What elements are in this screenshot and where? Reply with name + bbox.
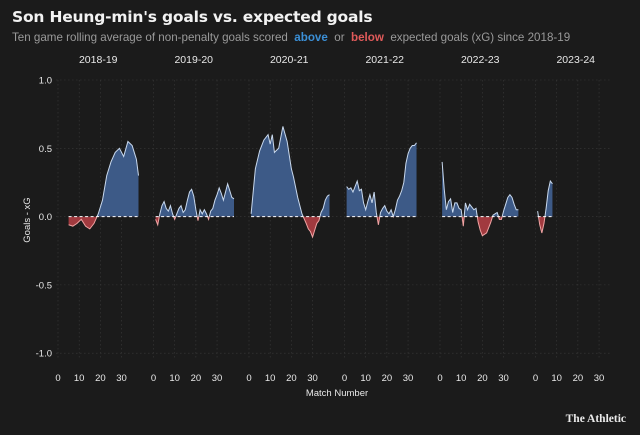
series-line-above	[158, 181, 235, 217]
area-below	[538, 216, 545, 233]
series-line-below	[68, 216, 98, 230]
area-above	[442, 161, 519, 217]
area-above	[155, 183, 234, 217]
x-tick-label: 0	[246, 373, 251, 384]
x-tick-label: 0	[55, 373, 60, 384]
x-tick-label: 0	[151, 373, 156, 384]
y-tick-label: 0.0	[39, 212, 52, 223]
series-line-above	[346, 142, 417, 217]
x-axis-label: Match Number	[306, 388, 368, 399]
y-tick-label: -1.0	[36, 349, 52, 360]
chart-subtitle: Ten game rolling average of non-penalty …	[12, 31, 570, 44]
series-line-above	[250, 126, 330, 217]
chart-title: Son Heung-min's goals vs. expected goals	[12, 8, 373, 26]
x-tick-label: 10	[265, 373, 276, 384]
brand-logo: The Athletic	[565, 413, 626, 425]
x-tick-label: 10	[360, 373, 371, 384]
area-below	[303, 216, 320, 238]
subtitle-text: Ten game rolling average of non-penalty …	[12, 31, 288, 44]
series-line-above	[96, 140, 139, 217]
x-tick-label: 20	[382, 373, 393, 384]
x-tick-label: 30	[403, 373, 414, 384]
x-tick-label: 10	[551, 373, 562, 384]
area-above	[346, 142, 417, 217]
legend-above: above	[294, 31, 328, 44]
x-tick-label: 0	[437, 373, 442, 384]
x-tick-label: 0	[533, 373, 538, 384]
area-above	[68, 141, 139, 217]
season-label: 2022-23	[461, 54, 500, 66]
x-tick-label: 30	[116, 373, 127, 384]
x-tick-label: 20	[286, 373, 297, 384]
y-tick-label: 1.0	[39, 76, 52, 87]
legend-below: below	[351, 31, 384, 44]
area-below	[68, 216, 98, 229]
y-tick-label: 0.5	[39, 144, 52, 155]
series-line-above	[537, 179, 553, 217]
series-line-below	[537, 216, 546, 234]
area-above	[251, 126, 330, 217]
x-tick-label: 20	[95, 373, 106, 384]
x-tick-label: 20	[191, 373, 202, 384]
subtitle-tail: expected goals (xG) since 2018-19	[390, 31, 571, 44]
series-line-above	[441, 161, 519, 217]
series-line-below	[461, 216, 503, 237]
season-label: 2023-24	[556, 54, 595, 66]
x-tick-label: 30	[307, 373, 318, 384]
x-tick-label: 20	[573, 373, 584, 384]
x-tick-label: 30	[212, 373, 223, 384]
x-tick-label: 20	[477, 373, 488, 384]
x-tick-label: 10	[74, 373, 85, 384]
season-label: 2019-20	[174, 54, 213, 66]
y-tick-label: -0.5	[36, 280, 52, 291]
x-tick-label: 0	[342, 373, 347, 384]
season-label: 2020-21	[270, 54, 309, 66]
area-below	[462, 216, 503, 236]
season-label: 2021-22	[365, 54, 404, 66]
x-tick-label: 30	[594, 373, 605, 384]
subtitle-or: or	[334, 31, 345, 44]
y-axis-label: Goals - xG	[22, 197, 33, 242]
x-tick-label: 10	[169, 373, 180, 384]
season-label: 2018-19	[79, 54, 118, 66]
x-tick-label: 30	[498, 373, 509, 384]
x-tick-label: 10	[456, 373, 467, 384]
